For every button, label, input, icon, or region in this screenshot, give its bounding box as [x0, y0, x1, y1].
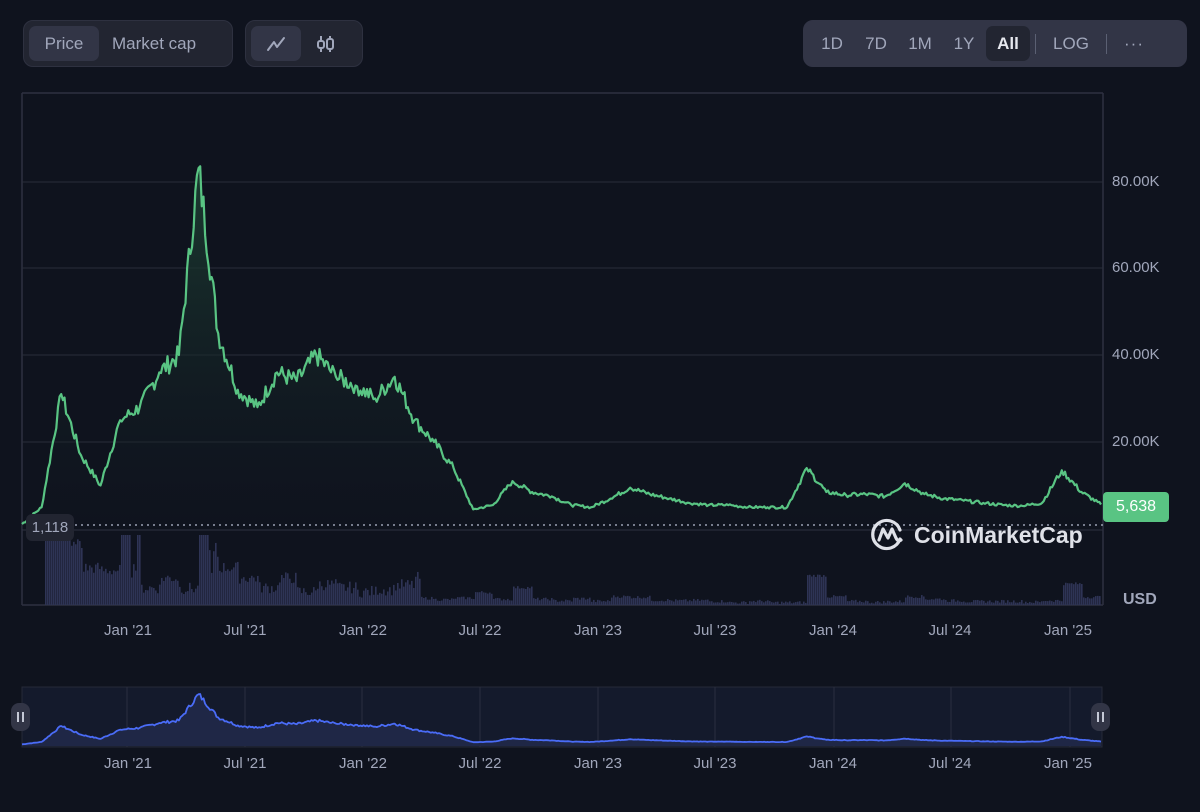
- nav-x-tick: Jul '24: [928, 755, 972, 772]
- y-tick: 60.00K: [1112, 259, 1160, 276]
- line-chart-button[interactable]: [251, 26, 301, 61]
- range-all-button[interactable]: All: [986, 26, 1030, 61]
- x-tick: Jan '23: [574, 622, 622, 639]
- nav-x-tick: Jan '24: [809, 755, 857, 772]
- log-scale-button[interactable]: LOG: [1053, 33, 1089, 53]
- x-tick: Jan '24: [809, 622, 857, 639]
- x-tick: Jul '22: [458, 622, 502, 639]
- range-7d-button[interactable]: 7D: [865, 33, 887, 53]
- volume-bars: [45, 535, 1101, 605]
- divider: [1106, 33, 1107, 54]
- candlestick-chart-button[interactable]: [301, 26, 351, 61]
- market-cap-tab[interactable]: Market cap: [112, 33, 197, 53]
- candlestick-icon: [317, 35, 334, 52]
- x-tick: Jul '24: [928, 622, 972, 639]
- data-type-toggle: Price Market cap: [23, 20, 233, 67]
- low-price-badge: 1,118: [26, 514, 74, 541]
- nav-x-tick: Jan '21: [104, 755, 152, 772]
- nav-x-tick: Jan '23: [574, 755, 622, 772]
- y-tick: 40.00K: [1112, 346, 1160, 363]
- x-tick: Jul '23: [693, 622, 737, 639]
- y-tick: 20.00K: [1112, 433, 1160, 450]
- price-chart[interactable]: [0, 0, 1200, 660]
- watermark-text: CoinMarketCap: [914, 521, 1083, 548]
- coinmarketcap-watermark: CoinMarketCap: [870, 517, 1083, 553]
- x-tick: Jan '21: [104, 622, 152, 639]
- nav-x-tick: Jul '23: [693, 755, 737, 772]
- time-range-selector: 1D 7D 1M 1Y All LOG ···: [803, 20, 1187, 67]
- nav-x-tick: Jan '22: [339, 755, 387, 772]
- range-navigator[interactable]: [0, 680, 1200, 760]
- line-chart-icon: [267, 36, 285, 51]
- nav-x-tick: Jul '21: [223, 755, 267, 772]
- range-1y-button[interactable]: 1Y: [953, 33, 975, 53]
- more-options-button[interactable]: ···: [1124, 33, 1144, 53]
- range-1m-button[interactable]: 1M: [908, 33, 932, 53]
- nav-x-tick: Jul '22: [458, 755, 502, 772]
- x-tick: Jan '25: [1044, 622, 1092, 639]
- navigator-left-handle[interactable]: [11, 703, 30, 731]
- x-tick: Jul '21: [223, 622, 267, 639]
- chart-style-toggle: [245, 20, 363, 67]
- navigator-right-handle[interactable]: [1091, 703, 1110, 731]
- price-tab[interactable]: Price: [29, 26, 99, 61]
- y-tick: 80.00K: [1112, 173, 1160, 190]
- current-price-badge: 5,638: [1103, 492, 1169, 522]
- nav-x-tick: Jan '25: [1044, 755, 1092, 772]
- coinmarketcap-logo-icon: [871, 518, 903, 551]
- currency-label: USD: [1123, 591, 1157, 608]
- divider: [1035, 33, 1036, 54]
- x-tick: Jan '22: [339, 622, 387, 639]
- range-1d-button[interactable]: 1D: [821, 33, 843, 53]
